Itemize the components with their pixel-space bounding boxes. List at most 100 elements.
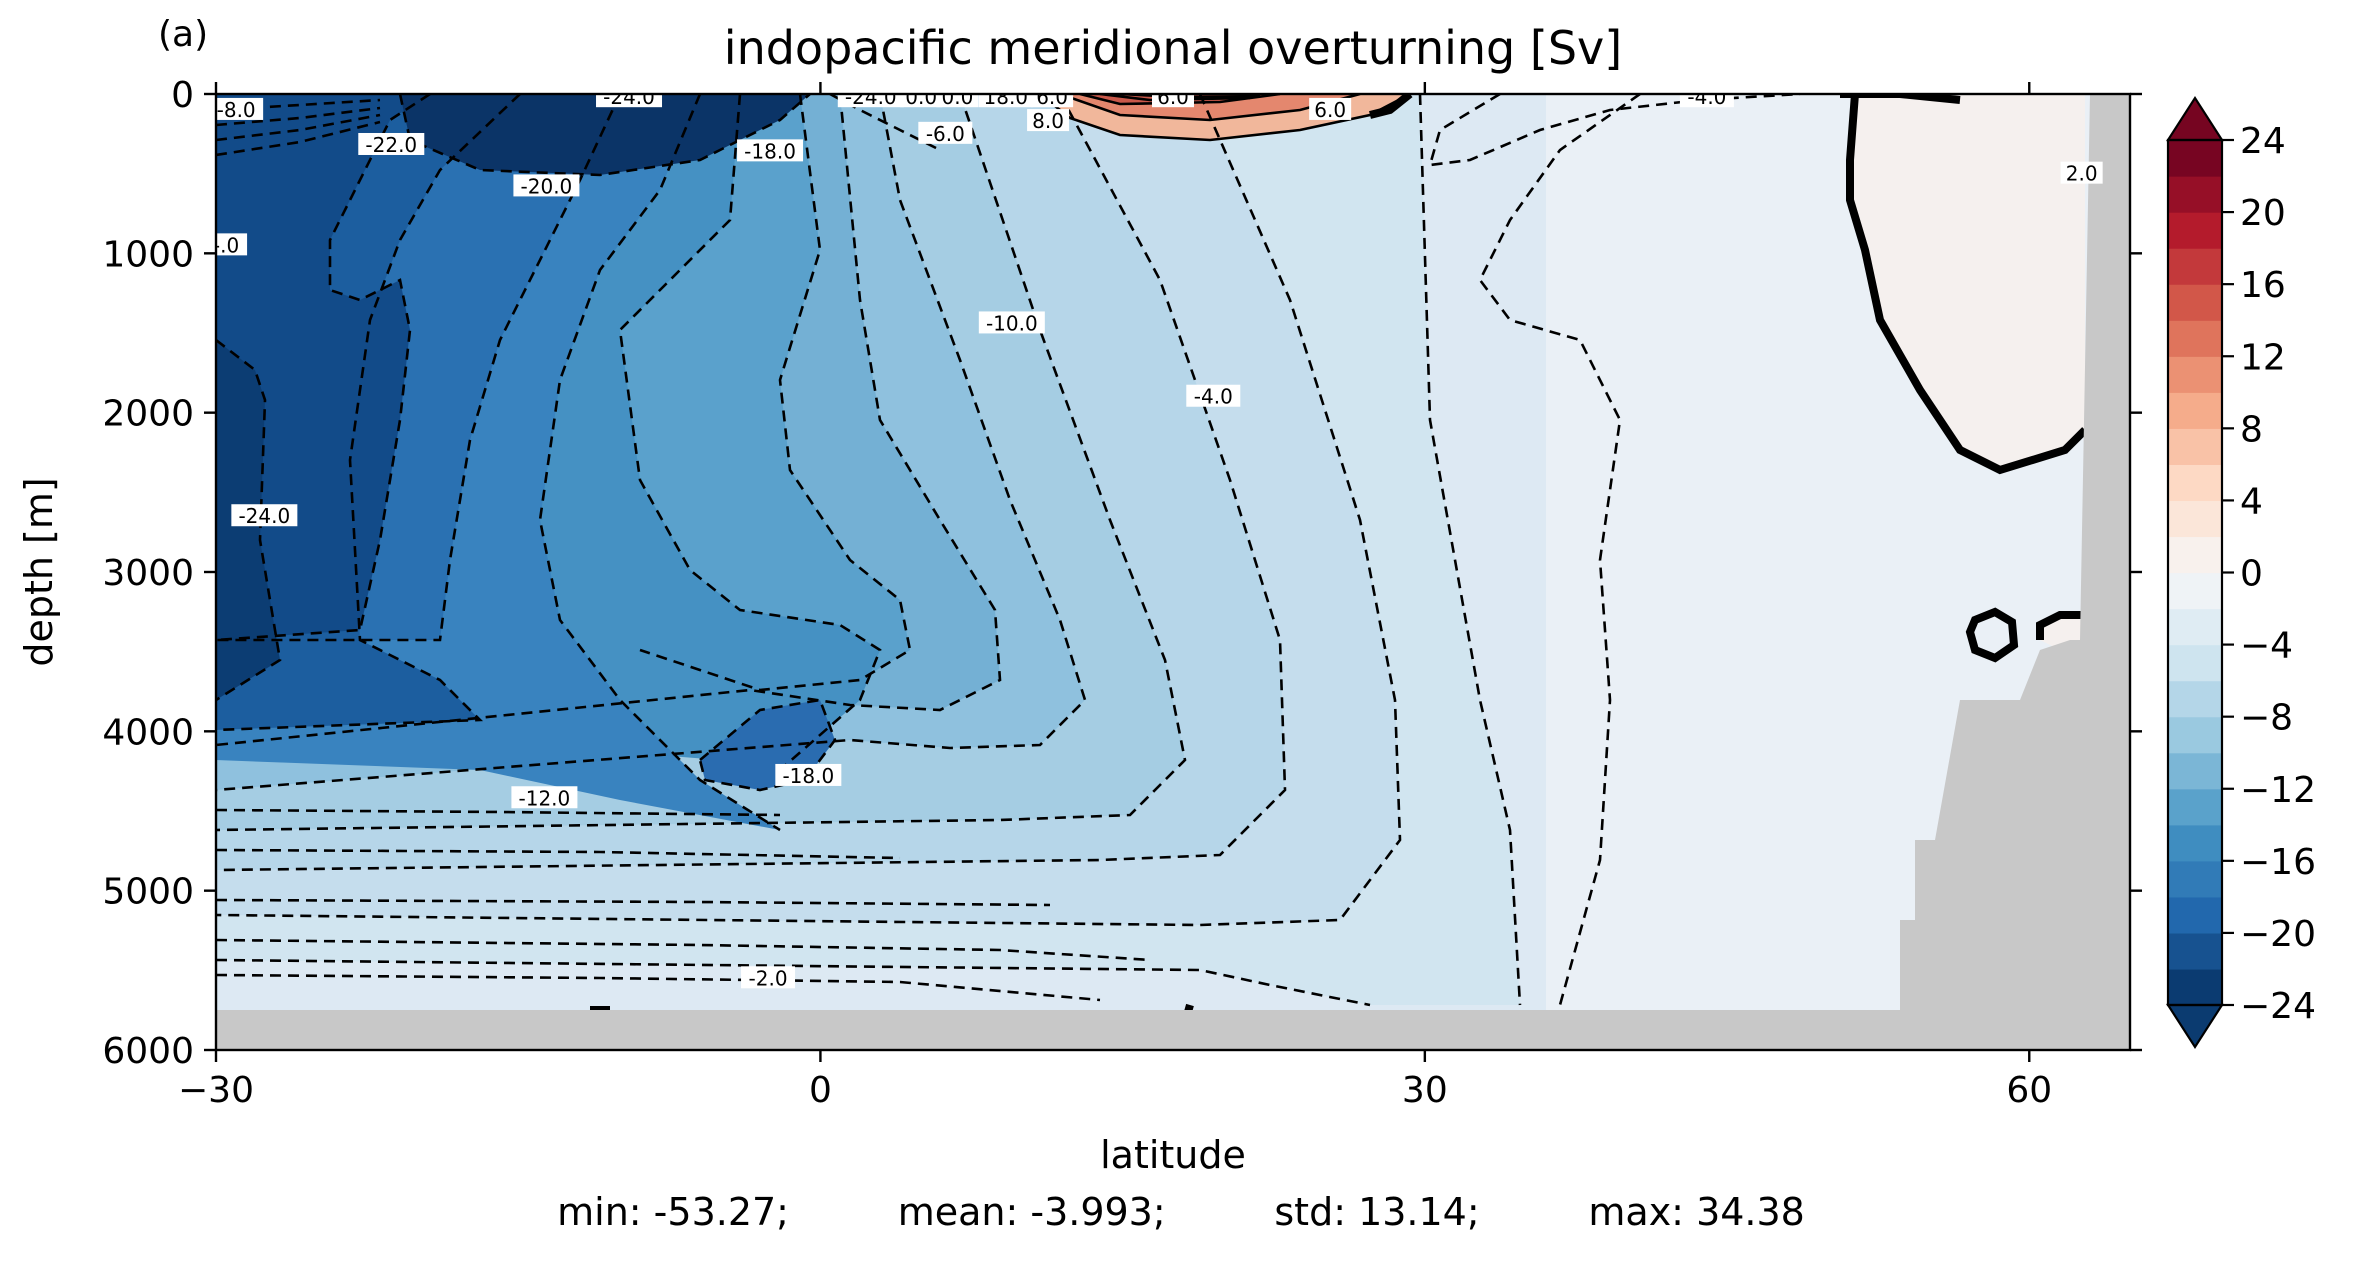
contour-label-box xyxy=(900,94,943,108)
contour-line xyxy=(216,958,1371,1007)
x-axis-label: latitude xyxy=(1100,1133,1246,1177)
contour-label-text: 6.0 xyxy=(1036,85,1068,109)
stat-max: max: 34.38 xyxy=(1588,1190,1805,1234)
colorbar-tick-label: 20 xyxy=(2240,193,2286,234)
contour-label: -20.0 xyxy=(513,174,580,198)
contour-label-text: -2.0 xyxy=(749,966,788,990)
contour-label-text: -4.0 xyxy=(1194,385,1233,409)
x-tick-label: −30 xyxy=(178,1070,254,1111)
contour-label: -.0 xyxy=(213,233,248,257)
zero-contour xyxy=(590,94,2088,1014)
contour-line xyxy=(216,94,1187,832)
contour-label-box xyxy=(596,94,663,108)
colorbar-tick-label: 24 xyxy=(2240,121,2286,162)
zero-contour-arc xyxy=(2036,611,2085,640)
colorbar-band xyxy=(2168,428,2222,465)
x-tick-label: 60 xyxy=(2006,1070,2052,1111)
contour-label-text: -18.0 xyxy=(782,764,834,788)
colorbar-band xyxy=(2168,284,2222,321)
negative-contour-lines xyxy=(216,94,1801,1007)
stats-line: min: -53.27; mean: -3.993; std: 13.14; m… xyxy=(0,1190,2362,1234)
colorbar-band xyxy=(2168,608,2222,646)
colorbar-band xyxy=(2168,896,2222,934)
contour-label: -22.0 xyxy=(358,132,425,157)
contour-label: -4.0 xyxy=(1186,384,1241,409)
y-tick-label: 6000 xyxy=(102,1031,194,1072)
contour-label: 6.0 xyxy=(1309,97,1352,122)
stat-min: min: -53.27; xyxy=(557,1190,789,1234)
contour-label: 0.0 xyxy=(900,94,943,109)
zero-contour-top xyxy=(1840,94,1961,104)
contour-label: -18.0 xyxy=(737,139,804,163)
contour-line xyxy=(538,94,781,832)
contour-label: -12.0 xyxy=(511,786,578,810)
contour-line xyxy=(639,94,912,692)
panel-label: (a) xyxy=(158,14,208,55)
contour-label-box xyxy=(1027,109,1070,132)
zero-contour-north xyxy=(1846,94,2088,475)
contour-label: -10.0 xyxy=(978,311,1045,335)
contour-label: 2.0 xyxy=(2060,161,2103,186)
contour-label-box xyxy=(837,94,904,108)
contour-label: 8.0 xyxy=(1027,109,1070,133)
y-tick-label: 4000 xyxy=(102,712,194,753)
contour-line xyxy=(618,94,882,771)
contour-label: 6.0 xyxy=(1031,85,1074,109)
contour-line xyxy=(829,94,941,152)
x-tick-label: 0 xyxy=(809,1070,832,1111)
colorbar-band xyxy=(2168,824,2222,862)
colorbar-extend-min xyxy=(2165,1003,2225,1050)
y-tick-label: 0 xyxy=(171,75,194,116)
contour-label-box xyxy=(978,311,1045,334)
contour-label-box xyxy=(216,97,264,120)
colorbar-band xyxy=(2168,572,2222,610)
contour-label-box xyxy=(1309,97,1352,120)
colorbar-tick-label: 16 xyxy=(2240,265,2286,306)
contour-line xyxy=(216,106,381,127)
colorbar-band xyxy=(2168,392,2222,429)
colorbar-band xyxy=(2168,752,2222,790)
zero-contour-surface xyxy=(1369,94,1413,119)
contour-label: -18.0 xyxy=(775,763,842,788)
contour-label-text: -4.0 xyxy=(1687,85,1726,109)
colorbar-band xyxy=(2168,932,2222,970)
contour-label-box xyxy=(231,504,298,527)
contour-line xyxy=(216,848,901,860)
contour-line xyxy=(216,120,381,157)
contour-label-box xyxy=(1186,384,1241,407)
contour-label-box xyxy=(1679,94,1734,108)
colorbar-band xyxy=(2168,680,2222,718)
contour-label-text: 6.0 xyxy=(1314,98,1346,122)
band-surface-core xyxy=(400,94,810,175)
colorbar-band xyxy=(2168,356,2222,393)
contour-line xyxy=(216,94,1002,747)
colorbar-band xyxy=(2168,536,2222,574)
colorbar-tick-label: −8 xyxy=(2240,698,2293,739)
band-positive-north xyxy=(1850,94,2085,470)
colorbar-band xyxy=(2168,860,2222,898)
y-axis: 0 1000 2000 3000 4000 5000 6000 xyxy=(102,75,2142,1072)
contour-label-box xyxy=(216,233,248,256)
zero-contour-ring xyxy=(1965,607,2019,663)
colorbar-tick-label: −12 xyxy=(2240,770,2316,811)
contour-label-box xyxy=(918,121,973,144)
contour-line xyxy=(216,938,1151,962)
colorbar-extend-max xyxy=(2165,95,2225,142)
contour-line xyxy=(216,338,282,702)
contour-label: 0.0 xyxy=(936,94,979,109)
contour-label-text: -.0 xyxy=(213,233,239,257)
y-tick-label: 5000 xyxy=(102,872,194,913)
x-axis: −30 0 30 60 xyxy=(178,82,2052,1111)
colorbar-tick-label: −24 xyxy=(2240,986,2316,1027)
colorbar-tick-label: −20 xyxy=(2240,914,2316,955)
contour-line xyxy=(216,94,521,732)
contour-label: -8.0 xyxy=(216,97,264,122)
contour-label-box xyxy=(775,763,842,786)
contour-line xyxy=(216,94,1087,792)
colorbar-band xyxy=(2168,716,2222,754)
contour-label-text: -8.0 xyxy=(217,98,256,122)
contour-label-text: -12.0 xyxy=(519,786,571,810)
land-mask xyxy=(216,94,2130,1050)
colorbar-band xyxy=(2168,644,2222,682)
